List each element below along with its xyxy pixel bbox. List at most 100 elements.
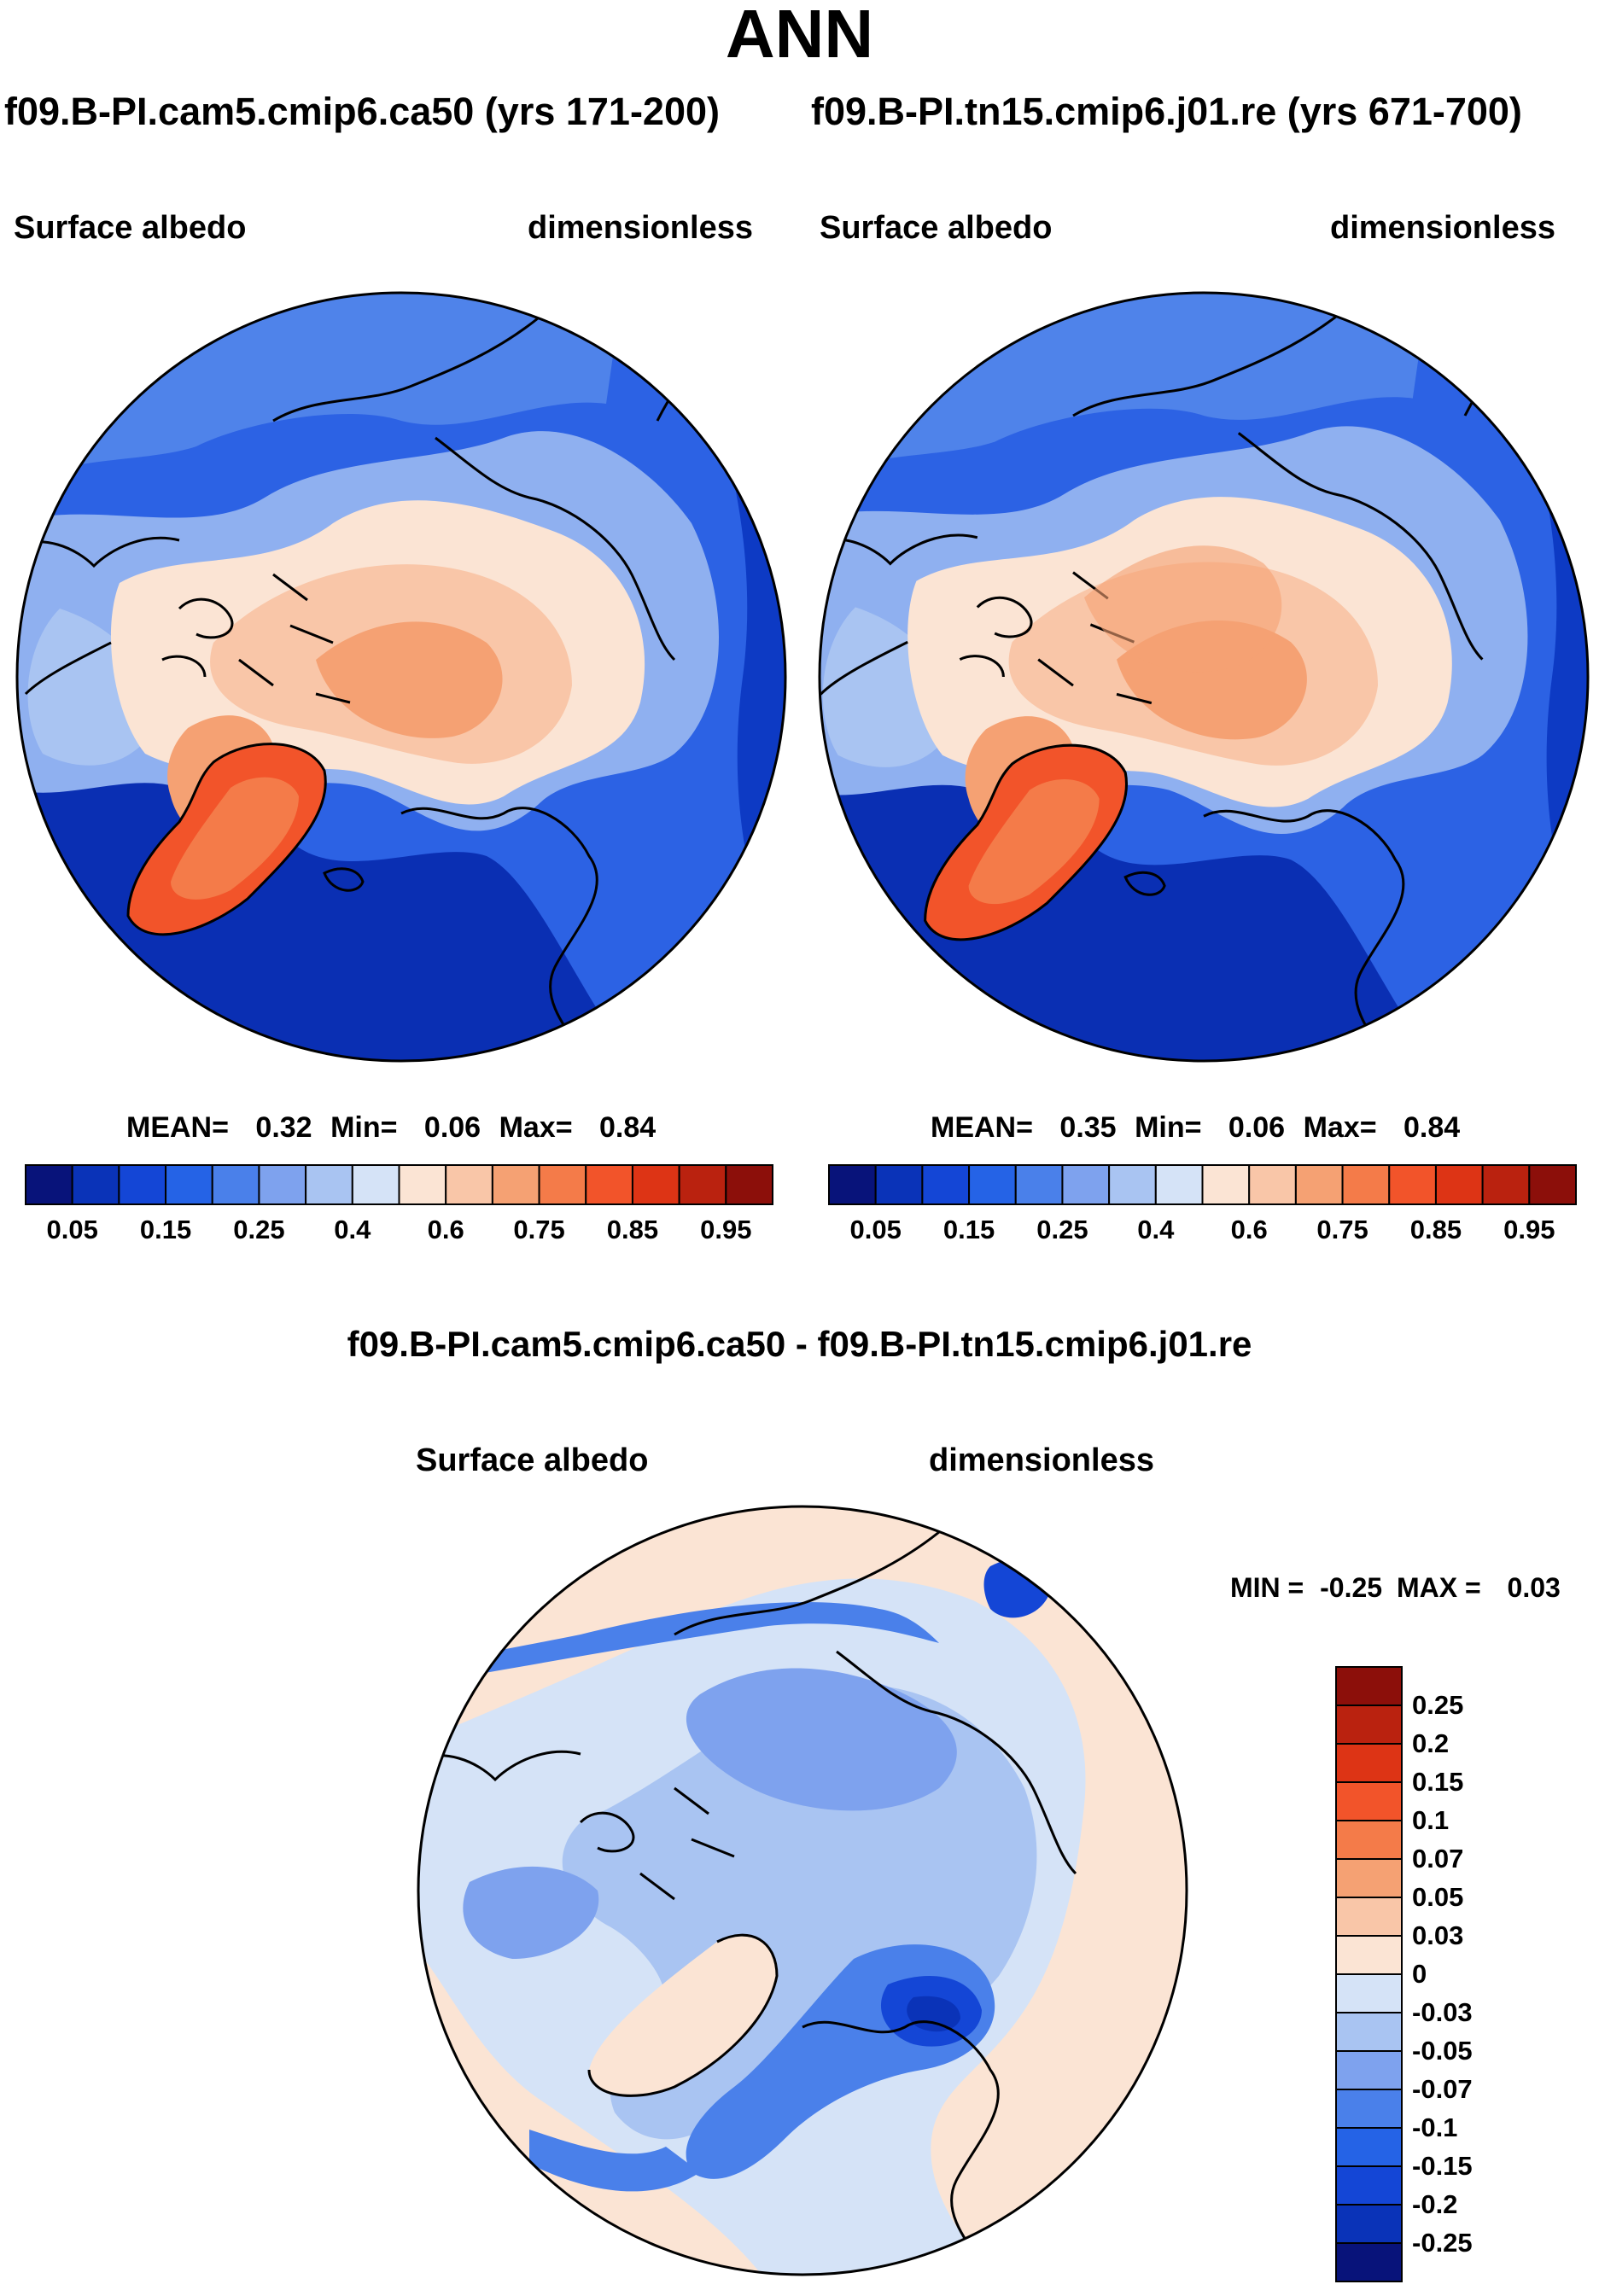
difference-min-value: -0.25: [1320, 1572, 1383, 1603]
left-colorbar-swatch: [258, 1164, 307, 1205]
difference-colorbar-swatch: [1335, 1973, 1403, 2013]
right-colorbar-tick-label: 0.15: [942, 1215, 995, 1244]
right-colorbar-swatch: [921, 1164, 971, 1205]
difference-colorbar-tick-label: 0.05: [1412, 1882, 1464, 1912]
difference-colorbar-swatch: [1335, 1820, 1403, 1860]
difference-colorbar-tick-label: 0.1: [1412, 1805, 1450, 1835]
left-albedo-map: [17, 293, 785, 1061]
difference-colorbar-swatch: [1335, 1935, 1403, 1975]
left-colorbar-swatch: [631, 1164, 680, 1205]
right-colorbar-swatch: [1108, 1164, 1157, 1205]
right-colorbar-swatch: [1154, 1164, 1204, 1205]
difference-colorbar-swatch: [1335, 1743, 1403, 1783]
difference-colorbar-tick-label: -0.05: [1412, 2036, 1473, 2066]
right-colorbar-swatch: [1388, 1164, 1437, 1205]
right-min-label: Min=: [1135, 1111, 1202, 1144]
right-colorbar-swatch: [1528, 1164, 1577, 1205]
difference-colorbar-tick-label: -0.03: [1412, 1997, 1473, 2027]
difference-colorbar-swatch: [1335, 1897, 1403, 1937]
difference-max-label: MAX =: [1396, 1572, 1481, 1603]
right-colorbar-swatch: [1294, 1164, 1344, 1205]
difference-colorbar-tick-label: 0.03: [1412, 1920, 1464, 1950]
difference-map: [418, 1506, 1187, 2275]
difference-colorbar-tick-label: 0: [1412, 1959, 1427, 1989]
difference-colorbar-swatch: [1335, 2165, 1403, 2206]
right-colorbar-tick-label: 0.95: [1503, 1215, 1555, 1244]
left-colorbar-swatch: [351, 1164, 400, 1205]
left-mean-value: 0.32: [255, 1111, 312, 1144]
left-colorbar-swatch: [491, 1164, 540, 1205]
right-colorbar-swatch: [1248, 1164, 1297, 1205]
right-stats: MEAN= 0.35 Min= 0.06 Max= 0.84: [931, 1110, 1460, 1145]
right-colorbar-swatch: [874, 1164, 924, 1205]
right-colorbar-swatch: [1201, 1164, 1251, 1205]
difference-colorbar-swatch: [1335, 2204, 1403, 2244]
difference-colorbar-swatch: [1335, 1781, 1403, 1821]
right-colorbar-swatch: [1434, 1164, 1484, 1205]
left-colorbar-swatch: [725, 1164, 773, 1205]
left-colorbar-tick-label: 0.4: [334, 1215, 371, 1244]
difference-title: f09.B-PI.cam5.cmip6.ca50 - f09.B-PI.tn15…: [347, 1324, 1252, 1364]
difference-colorbar-tick-label: -0.1: [1412, 2112, 1458, 2142]
difference-colorbar-swatch: [1335, 2050, 1403, 2090]
difference-colorbar-tick-label: -0.25: [1412, 2228, 1473, 2258]
left-colorbar-swatch: [118, 1164, 167, 1205]
right-colorbar-tick-label: 0.6: [1230, 1215, 1268, 1244]
right-colorbar-tick-label: 0.05: [849, 1215, 902, 1244]
left-max-label: Max=: [499, 1111, 573, 1144]
difference-colorbar-tick-label: 0.2: [1412, 1728, 1450, 1758]
difference-colorbar-tick-label: -0.2: [1412, 2189, 1458, 2219]
left-colorbar-swatch: [25, 1164, 73, 1205]
left-mean-label: MEAN=: [126, 1111, 229, 1144]
difference-colorbar-tick-label: -0.07: [1412, 2074, 1473, 2104]
left-colorbar-tick-label: 0.6: [427, 1215, 464, 1244]
right-case-title: f09.B-PI.tn15.cmip6.j01.re (yrs 671-700): [811, 90, 1522, 133]
difference-units-label: dimensionless: [929, 1442, 1154, 1478]
left-colorbar-swatch: [211, 1164, 260, 1205]
left-colorbar-swatch: [585, 1164, 633, 1205]
difference-colorbar-swatch: [1335, 1705, 1403, 1745]
left-colorbar-swatch: [538, 1164, 587, 1205]
right-min-value: 0.06: [1228, 1111, 1286, 1144]
left-colorbar: [25, 1164, 773, 1205]
right-units-label: dimensionless: [1330, 210, 1555, 246]
left-colorbar-swatch: [398, 1164, 447, 1205]
difference-colorbar-swatch: [1335, 2012, 1403, 2052]
left-stats: MEAN= 0.32 Min= 0.06 Max= 0.84: [126, 1110, 656, 1145]
difference-stats: MIN = -0.25 MAX = 0.03: [1230, 1570, 1561, 1605]
left-colorbar-tick-label: 0.15: [139, 1215, 192, 1244]
left-colorbar-tick-label: 0.85: [606, 1215, 659, 1244]
left-colorbar-tick-label: 0.75: [513, 1215, 565, 1244]
right-mean-value: 0.35: [1059, 1111, 1117, 1144]
right-colorbar-tick-label: 0.4: [1137, 1215, 1175, 1244]
difference-colorbar-swatch: [1335, 2089, 1403, 2129]
left-min-label: Min=: [330, 1111, 398, 1144]
left-colorbar-swatch: [305, 1164, 353, 1205]
difference-colorbar: [1335, 1666, 1403, 2282]
right-colorbar-swatch: [1014, 1164, 1064, 1205]
left-min-value: 0.06: [423, 1111, 481, 1144]
left-colorbar-tick-label: 0.05: [46, 1215, 98, 1244]
right-colorbar-tick-label: 0.25: [1036, 1215, 1088, 1244]
right-colorbar-swatch: [828, 1164, 877, 1205]
right-colorbar: [828, 1164, 1577, 1205]
difference-colorbar-swatch: [1335, 2127, 1403, 2167]
difference-variable-label: Surface albedo: [416, 1442, 649, 1478]
right-max-value: 0.84: [1404, 1111, 1461, 1144]
right-mean-label: MEAN=: [931, 1111, 1033, 1144]
difference-colorbar-tick-label: -0.15: [1412, 2151, 1473, 2181]
left-case-title: f09.B-PI.cam5.cmip6.ca50 (yrs 171-200): [4, 90, 720, 133]
left-colorbar-tick-label: 0.95: [700, 1215, 752, 1244]
difference-colorbar-tick-label: 0.25: [1412, 1690, 1464, 1720]
difference-colorbar-swatch: [1335, 1858, 1403, 1898]
difference-min-label: MIN =: [1230, 1572, 1304, 1603]
left-colorbar-swatch: [445, 1164, 493, 1205]
left-variable-label: Surface albedo: [14, 210, 247, 246]
right-colorbar-swatch: [968, 1164, 1017, 1205]
right-albedo-map: [820, 293, 1588, 1061]
right-colorbar-swatch: [1481, 1164, 1531, 1205]
difference-colorbar-swatch: [1335, 1666, 1403, 1706]
left-units-label: dimensionless: [528, 210, 753, 246]
right-colorbar-tick-label: 0.75: [1316, 1215, 1368, 1244]
